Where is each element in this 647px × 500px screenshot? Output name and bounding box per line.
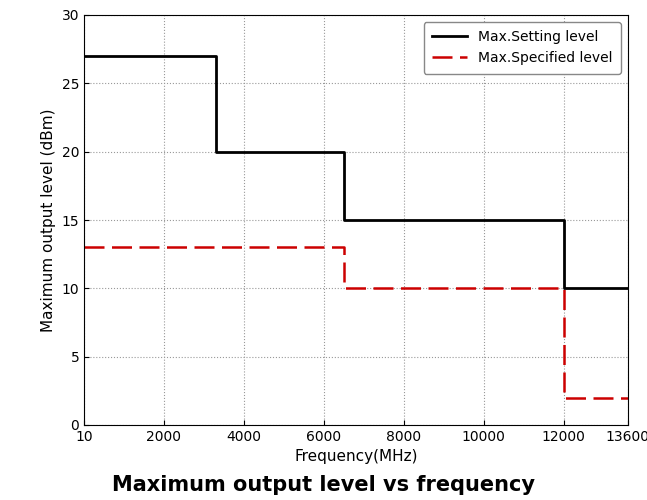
Max.Setting level (560, 217, 567, 223)
Line: Max.Setting level: Max.Setting level (84, 56, 628, 288)
Max.Setting level (560, 286, 567, 292)
Max.Setting level (624, 286, 631, 292)
Max.Specified level (80, 244, 88, 250)
Max.Specified level (560, 394, 567, 400)
X-axis label: Frequency(MHz): Frequency(MHz) (294, 450, 417, 464)
Max.Setting level (212, 53, 219, 59)
Max.Setting level (340, 217, 347, 223)
Legend: Max.Setting level, Max.Specified level: Max.Setting level, Max.Specified level (424, 22, 620, 74)
Max.Specified level (560, 286, 567, 292)
Max.Setting level (212, 148, 219, 154)
Max.Specified level (340, 244, 347, 250)
Max.Setting level (80, 53, 88, 59)
Max.Setting level (340, 148, 347, 154)
Max.Specified level (340, 286, 347, 292)
Max.Specified level (624, 394, 631, 400)
Y-axis label: Maximum output level (dBm): Maximum output level (dBm) (41, 108, 56, 332)
Line: Max.Specified level: Max.Specified level (84, 248, 628, 398)
Text: Maximum output level vs frequency: Maximum output level vs frequency (112, 475, 535, 495)
